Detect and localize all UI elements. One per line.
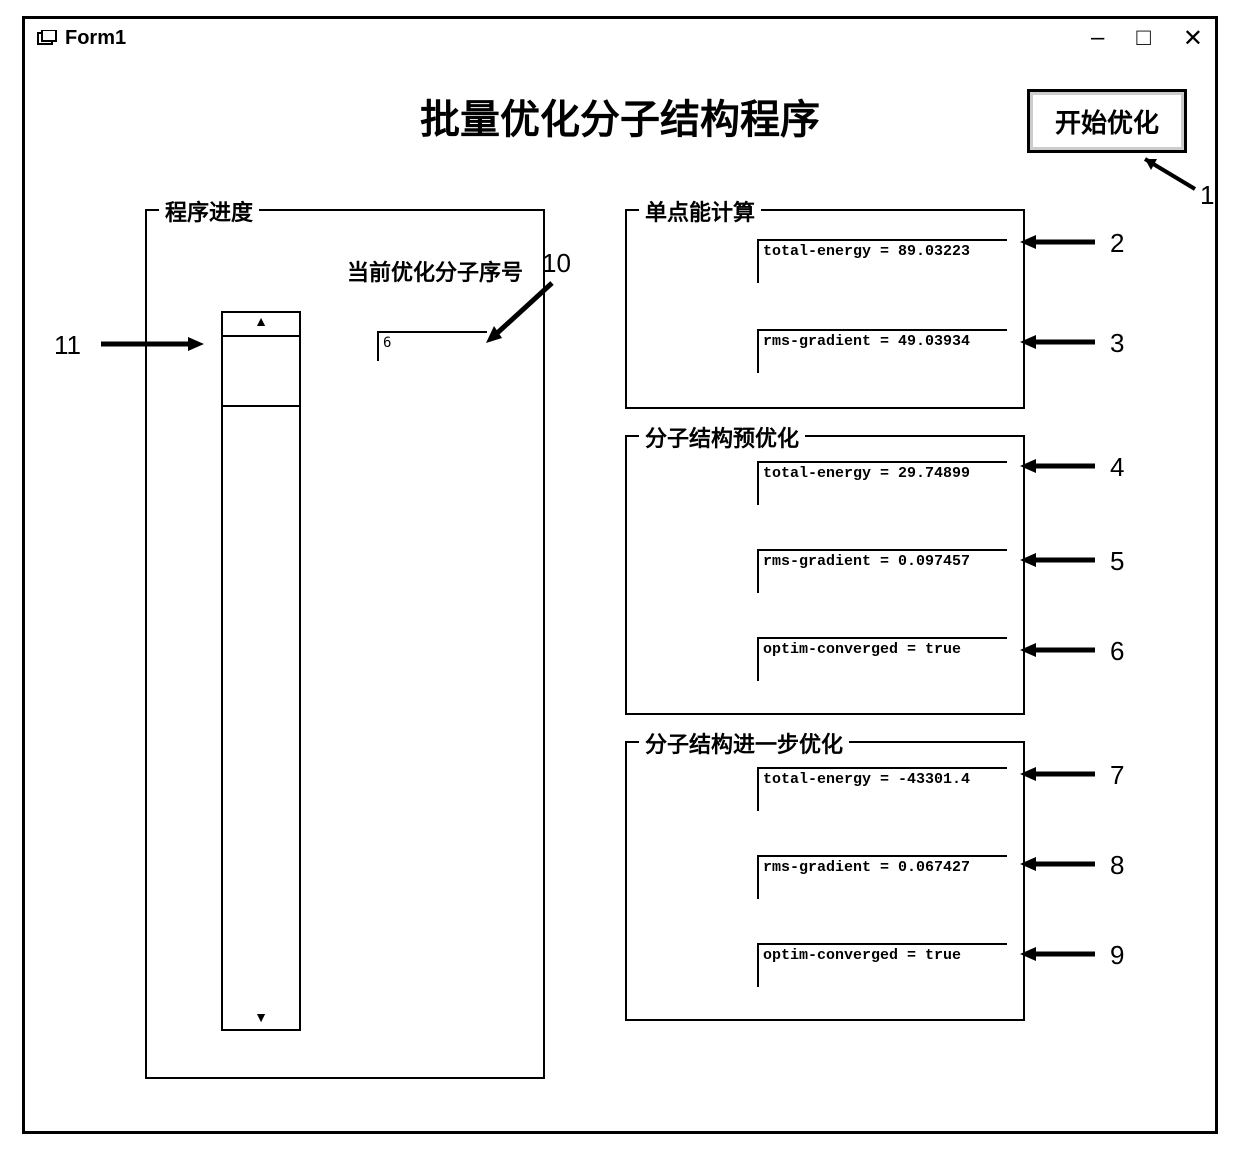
anno-num-8: 8 (1110, 850, 1124, 881)
anno-num-5: 5 (1110, 546, 1124, 577)
anno-arrow-3 (1020, 332, 1100, 352)
preopt-converged-field: optim-converged = true (757, 637, 1007, 681)
titlebar: Form1 – □ ✕ (25, 19, 1215, 57)
scroll-thumb[interactable] (221, 335, 301, 407)
scroll-down-icon[interactable]: ▼ (254, 1011, 268, 1027)
anno-num-6: 6 (1110, 636, 1124, 667)
anno-num-1: 1 (1200, 180, 1214, 211)
pre-opt-groupbox: 分子结构预优化 total-energy = 29.74899 rms-grad… (625, 435, 1025, 715)
anno-arrow-9 (1020, 944, 1100, 964)
pre-opt-label: 分子结构预优化 (639, 421, 805, 453)
scroll-up-icon[interactable]: ▲ (254, 315, 268, 331)
anno-num-2: 2 (1110, 228, 1124, 259)
anno-arrow-2 (1020, 232, 1100, 252)
preopt-rms-gradient-field: rms-gradient = 0.097457 (757, 549, 1007, 593)
anno-arrow-7 (1020, 764, 1100, 784)
furtheropt-converged-field: optim-converged = true (757, 943, 1007, 987)
start-optimize-button[interactable]: 开始优化 (1027, 89, 1187, 153)
progress-scrollbar[interactable]: ▲ ▼ (221, 311, 301, 1031)
close-button[interactable]: ✕ (1183, 24, 1203, 53)
minimize-button[interactable]: – (1091, 24, 1104, 52)
progress-group-label: 程序进度 (159, 195, 259, 227)
anno-arrow-1 (1135, 154, 1205, 194)
anno-arrow-6 (1020, 640, 1100, 660)
anno-arrow-5 (1020, 550, 1100, 570)
anno-num-3: 3 (1110, 328, 1124, 359)
furtheropt-rms-gradient-field: rms-gradient = 0.067427 (757, 855, 1007, 899)
sp-total-energy-field: total-energy = 89.03223 (757, 239, 1007, 283)
anno-arrow-11 (96, 334, 206, 354)
single-point-label: 单点能计算 (639, 195, 761, 227)
anno-num-4: 4 (1110, 452, 1124, 483)
anno-num-10: 10 (542, 248, 571, 279)
anno-num-9: 9 (1110, 940, 1124, 971)
right-column: 单点能计算 total-energy = 89.03223 rms-gradie… (625, 209, 1025, 1047)
maximize-button[interactable]: □ (1136, 24, 1151, 52)
window-controls: – □ ✕ (1091, 24, 1203, 53)
preopt-total-energy-field: total-energy = 29.74899 (757, 461, 1007, 505)
form-window: Form1 – □ ✕ 批量优化分子结构程序 开始优化 程序进度 当前优化分子序… (22, 16, 1218, 1134)
titlebar-left: Form1 (37, 27, 126, 50)
further-opt-groupbox: 分子结构进一步优化 total-energy = -43301.4 rms-gr… (625, 741, 1025, 1021)
anno-arrow-4 (1020, 456, 1100, 476)
anno-num-11: 11 (54, 330, 81, 361)
furtheropt-total-energy-field: total-energy = -43301.4 (757, 767, 1007, 811)
anno-arrow-10 (482, 278, 562, 348)
current-seq-field: 6 (377, 331, 487, 361)
single-point-groupbox: 单点能计算 total-energy = 89.03223 rms-gradie… (625, 209, 1025, 409)
sp-rms-gradient-field: rms-gradient = 49.03934 (757, 329, 1007, 373)
anno-arrow-8 (1020, 854, 1100, 874)
anno-num-7: 7 (1110, 760, 1124, 791)
further-opt-label: 分子结构进一步优化 (639, 727, 849, 759)
window-title: Form1 (65, 27, 126, 50)
app-icon (37, 30, 57, 46)
